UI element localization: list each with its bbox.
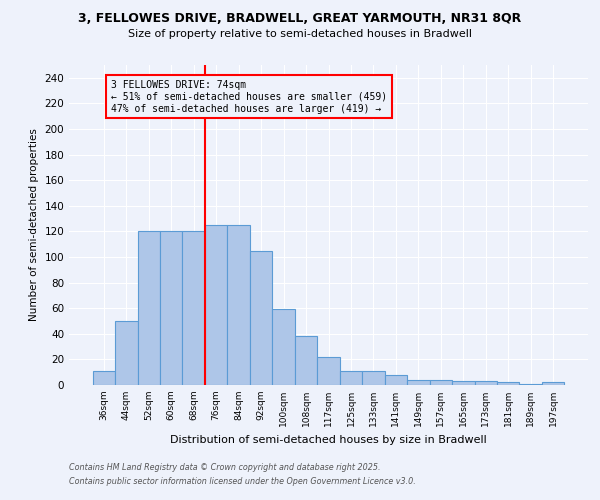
Text: 3 FELLOWES DRIVE: 74sqm
← 51% of semi-detached houses are smaller (459)
47% of s: 3 FELLOWES DRIVE: 74sqm ← 51% of semi-de… (110, 80, 386, 114)
Text: Size of property relative to semi-detached houses in Bradwell: Size of property relative to semi-detach… (128, 29, 472, 39)
Bar (430, 380, 452, 385)
Bar (295, 336, 317, 385)
Bar (475, 381, 497, 385)
Bar (542, 382, 565, 385)
Bar (497, 382, 520, 385)
Bar (362, 371, 385, 385)
Bar (227, 225, 250, 385)
Bar (115, 321, 137, 385)
Bar (160, 232, 182, 385)
Text: Contains public sector information licensed under the Open Government Licence v3: Contains public sector information licen… (69, 477, 416, 486)
Bar (182, 232, 205, 385)
Bar (205, 225, 227, 385)
Bar (272, 310, 295, 385)
Bar (520, 384, 542, 385)
X-axis label: Distribution of semi-detached houses by size in Bradwell: Distribution of semi-detached houses by … (170, 434, 487, 444)
Text: 3, FELLOWES DRIVE, BRADWELL, GREAT YARMOUTH, NR31 8QR: 3, FELLOWES DRIVE, BRADWELL, GREAT YARMO… (79, 12, 521, 26)
Bar (250, 250, 272, 385)
Bar (92, 371, 115, 385)
Text: Contains HM Land Registry data © Crown copyright and database right 2025.: Contains HM Land Registry data © Crown c… (69, 464, 380, 472)
Bar (317, 357, 340, 385)
Bar (340, 371, 362, 385)
Bar (137, 232, 160, 385)
Y-axis label: Number of semi-detached properties: Number of semi-detached properties (29, 128, 39, 322)
Bar (452, 381, 475, 385)
Bar (385, 375, 407, 385)
Bar (407, 380, 430, 385)
